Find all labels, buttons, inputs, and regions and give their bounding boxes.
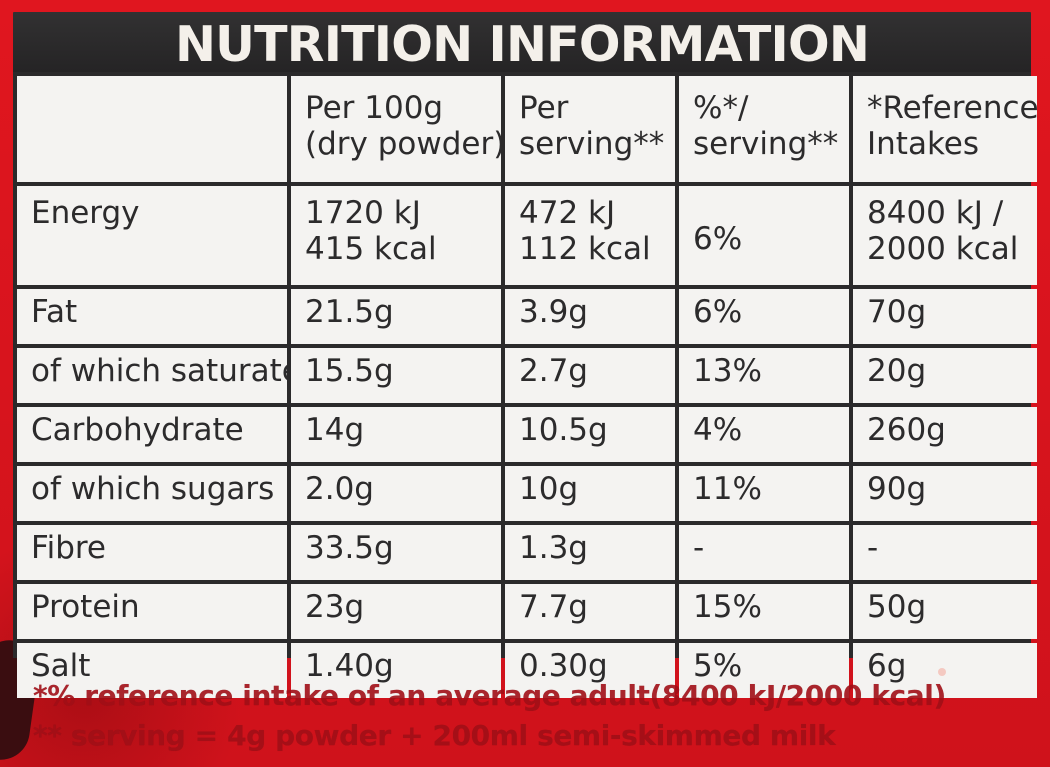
energy-reference-kcal: 2000 kcal [867,231,1019,268]
table-cell-reference: 90g [853,466,1037,521]
table-cell-per-100g: 15.5g [291,348,501,403]
energy-reference: 8400 kJ / 2000 kcal [853,186,1037,285]
header-empty-cell [17,76,287,182]
header-reference-intakes: *Reference Intakes [853,76,1037,182]
table-row-sugars: of which sugars 2.0g 10g 11% 90g [17,466,1037,521]
table-row-salt: Salt 1.40g 0.30g 5% 6g [17,643,1037,698]
nutrition-table-frame: Per 100g (dry powder) Per serving** %*/ … [13,72,1037,698]
table-cell-per-serving: 2.7g [505,348,675,403]
table-cell-per-serving: 0.30g [505,643,675,698]
table-cell-reference: 50g [853,584,1037,639]
table-cell-per-100g: 2.0g [291,466,501,521]
header-per-100g: Per 100g (dry powder) [291,76,501,182]
header-reference-intakes-line-1: *Reference [867,90,1037,126]
table-cell-per-serving: 10g [505,466,675,521]
table-row-energy: Energy 1720 kJ 415 kcal 472 kJ 112 kcal … [17,186,1037,285]
header-reference-intakes-line-2: Intakes [867,126,980,163]
header-per-serving-line-2: serving** [519,126,665,163]
table-cell-reference: 70g [853,289,1037,344]
energy-reference-kj: 8400 kJ / [867,195,1004,231]
header-per-serving-line-1: Per [519,90,569,126]
reference-intake-footnote: *% reference intake of an average adult(… [33,679,946,712]
table-cell-label: Carbohydrate [17,407,287,462]
header-per-100g-line-1: Per 100g [305,90,444,126]
header-percent-serving-line-2: serving** [693,126,839,163]
table-cell-per-100g: 21.5g [291,289,501,344]
table-cell-per-serving: 10.5g [505,407,675,462]
table-cell-percent: 6% [679,289,849,344]
energy-per-100g: 1720 kJ 415 kcal [291,186,501,285]
table-cell-per-100g: 33.5g [291,525,501,580]
header-per-100g-line-2: (dry powder) [305,126,501,163]
table-cell-reference: 260g [853,407,1037,462]
table-cell-per-serving: 1.3g [505,525,675,580]
table-row-carbohydrate: Carbohydrate 14g 10.5g 4% 260g [17,407,1037,462]
energy-per-serving: 472 kJ 112 kcal [505,186,675,285]
table-cell-label: of which sugars [17,466,287,521]
table-cell-percent: 4% [679,407,849,462]
nutrition-title-bar: NUTRITION INFORMATION [13,12,1031,76]
serving-footnote: ** serving = 4g powder + 200ml semi-skim… [33,719,836,752]
table-cell-label: Protein [17,584,287,639]
table-cell-per-100g: 23g [291,584,501,639]
header-per-serving: Per serving** [505,76,675,182]
table-cell-per-serving: 7.7g [505,584,675,639]
nutrition-table: Per 100g (dry powder) Per serving** %*/ … [13,72,1041,702]
table-cell-percent: 5% [679,643,849,698]
header-percent-serving: %*/ serving** [679,76,849,182]
table-row-protein: Protein 23g 7.7g 15% 50g [17,584,1037,639]
table-cell-reference: - [853,525,1037,580]
energy-per-100g-kcal: 415 kcal [305,231,437,268]
energy-per-serving-kj: 472 kJ [519,195,616,231]
table-row-saturates: of which saturates 15.5g 2.7g 13% 20g [17,348,1037,403]
table-row-fibre: Fibre 33.5g 1.3g - - [17,525,1037,580]
table-cell-percent: 15% [679,584,849,639]
energy-per-serving-kcal: 112 kcal [519,231,651,268]
table-cell-label: Fibre [17,525,287,580]
table-cell-label: of which saturates [17,348,287,403]
table-cell-per-100g: 1.40g [291,643,501,698]
table-cell-percent: 11% [679,466,849,521]
energy-label: Energy [17,186,287,285]
table-cell-percent: 13% [679,348,849,403]
table-cell-per-serving: 3.9g [505,289,675,344]
table-cell-reference: 20g [853,348,1037,403]
table-header-row: Per 100g (dry powder) Per serving** %*/ … [17,76,1037,182]
table-cell-percent: - [679,525,849,580]
nutrition-title: NUTRITION INFORMATION [174,15,870,73]
header-percent-serving-line-1: %*/ [693,90,749,126]
decorative-light-dot [938,668,946,676]
nutrition-footnotes: *% reference intake of an average adult(… [33,676,993,756]
table-cell-label: Salt [17,643,287,698]
table-row-fat: Fat 21.5g 3.9g 6% 70g [17,289,1037,344]
table-cell-label: Fat [17,289,287,344]
energy-percent-serving: 6% [679,186,849,285]
table-cell-per-100g: 14g [291,407,501,462]
energy-per-100g-kj: 1720 kJ [305,195,421,231]
